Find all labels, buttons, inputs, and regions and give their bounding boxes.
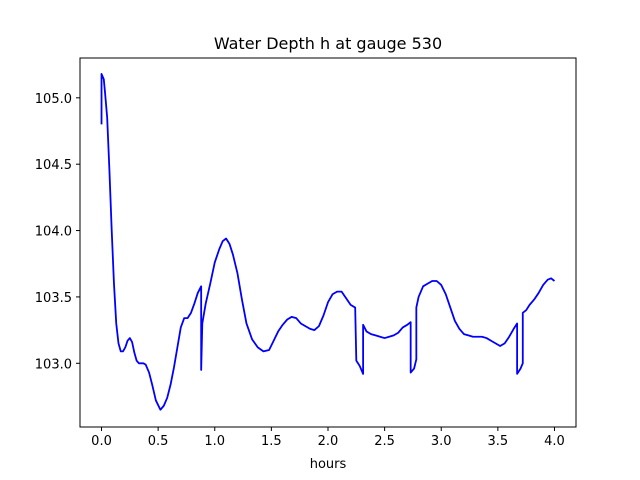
x-tick-label: 1.5 (261, 434, 282, 449)
x-tick-label: 0.5 (148, 434, 169, 449)
chart-title: Water Depth h at gauge 530 (214, 34, 442, 53)
x-axis-label: hours (310, 457, 347, 472)
y-tick-label: 103.5 (35, 291, 72, 306)
x-tick-label: 4.0 (544, 434, 565, 449)
axes: 0.0 0.5 1.0 1.5 2.0 2.5 3.0 3.5 4.0 103.0 103.5 104… (35, 57, 577, 449)
x-tick-label: 0.0 (91, 434, 112, 449)
y-tick-label: 104.5 (35, 158, 72, 173)
x-tick-label: 3.0 (431, 434, 452, 449)
plot-area (100, 73, 556, 411)
series-line-0 (100, 73, 556, 411)
x-tick-label: 3.5 (488, 434, 509, 449)
x-tick-label: 2.5 (374, 434, 395, 449)
x-tick-label: 1.0 (204, 434, 225, 449)
y-tick-label: 103.0 (35, 357, 72, 372)
x-tick-label: 2.0 (318, 434, 339, 449)
y-tick-label: 104.0 (35, 225, 72, 240)
y-tick-label: 105.0 (35, 92, 72, 107)
